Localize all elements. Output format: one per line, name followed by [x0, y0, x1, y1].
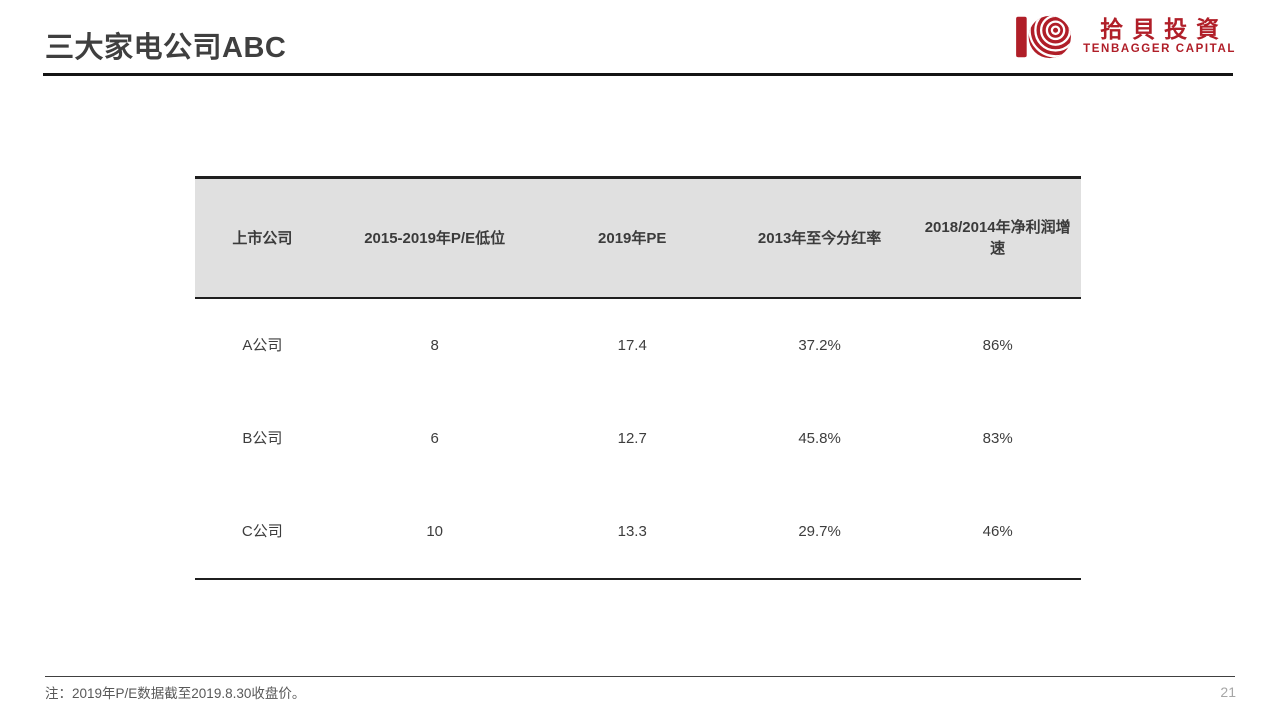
tenbagger-logo-icon [1016, 15, 1072, 59]
column-header-pe-2019: 2019年PE [598, 229, 667, 247]
column-header-dividend-ratio: 2013年至今分红率 [757, 229, 882, 247]
cell-pe-2019: 13.3 [617, 523, 647, 540]
table-row: A公司 8 17.4 37.2% 86% [195, 299, 1081, 392]
page-number: 21 [1220, 684, 1236, 700]
footnote: 注：2019年P/E数据截至2019.8.30收盘价。 [45, 686, 306, 701]
cell-company: B公司 [242, 430, 283, 447]
cell-pe-2019: 17.4 [617, 337, 647, 354]
cell-company: A公司 [242, 337, 283, 354]
cell-pe-2019: 12.7 [617, 430, 647, 447]
logo-en-name: TENBAGGER CAPITAL [1083, 42, 1236, 55]
page-title: 三大家电公司ABC [45, 32, 287, 64]
company-logo: 拾貝投資 TENBAGGER CAPITAL [1015, 12, 1236, 62]
cell-dividend-ratio: 37.2% [798, 337, 841, 354]
logo-cn-name: 拾貝投資 [1100, 16, 1229, 43]
column-header-company: 上市公司 [232, 229, 293, 247]
cell-dividend-ratio: 45.8% [798, 430, 841, 447]
table-row: C公司 10 13.3 29.7% 46% [195, 485, 1081, 578]
cell-pe-low: 8 [430, 337, 439, 354]
logo-text: 拾貝投資 TENBAGGER CAPITAL [1083, 17, 1236, 56]
footer-divider [45, 676, 1235, 677]
table-body: A公司 8 17.4 37.2% 86% B公司 6 12.7 45.8% 83… [195, 299, 1081, 580]
cell-profit-growth: 46% [982, 523, 1013, 540]
table-row: B公司 6 12.7 45.8% 83% [195, 392, 1081, 485]
column-header-profit-growth: 2018/2014年净利润增速 [924, 219, 1071, 257]
cell-pe-low: 10 [426, 523, 443, 540]
companies-table: 上市公司 2015-2019年P/E低位 2019年PE 2013年至今分红率 … [195, 176, 1081, 580]
column-header-pe-low: 2015-2019年P/E低位 [364, 229, 506, 247]
cell-pe-low: 6 [430, 430, 439, 447]
cell-company: C公司 [241, 523, 283, 540]
cell-dividend-ratio: 29.7% [798, 523, 841, 540]
cell-profit-growth: 83% [982, 430, 1013, 447]
title-divider [43, 73, 1233, 76]
table-header-row: 上市公司 2015-2019年P/E低位 2019年PE 2013年至今分红率 … [195, 176, 1081, 299]
cell-profit-growth: 86% [982, 337, 1013, 354]
